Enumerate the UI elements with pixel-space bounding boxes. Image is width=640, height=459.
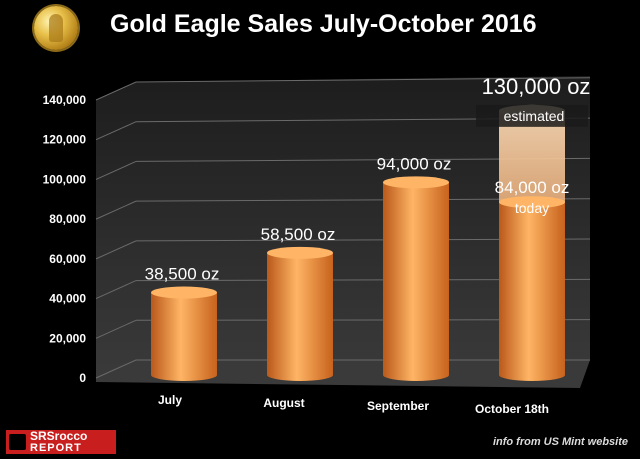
gridline-depth <box>95 359 137 379</box>
bar-top <box>383 176 449 189</box>
logo-line1: SRSrocco <box>30 429 88 443</box>
gridline-depth <box>95 81 137 101</box>
bar <box>383 176 449 381</box>
x-tick-label: October 18th <box>475 402 549 416</box>
gridline-depth <box>95 319 137 339</box>
bar-top <box>267 246 333 259</box>
bar <box>499 196 565 381</box>
gridline-depth <box>95 200 137 220</box>
data-label-today: today <box>515 200 549 216</box>
estimated-value-label: 130,000 oz <box>482 74 591 99</box>
x-tick-label: July <box>158 393 182 407</box>
bar-body <box>267 252 333 381</box>
bar-estimated-body <box>499 110 565 215</box>
data-label: 38,500 oz <box>145 265 220 284</box>
gridline <box>135 77 591 83</box>
bar <box>267 246 333 381</box>
y-tick-label: 40,000 <box>49 292 86 306</box>
y-tick-label: 80,000 <box>49 212 86 226</box>
data-label: 84,000 oz <box>495 178 570 197</box>
srsrocco-report-logo: SRSrocco REPORT <box>6 430 116 454</box>
bar-top <box>499 196 565 209</box>
x-tick-label: August <box>263 396 304 410</box>
x-tick-label: September <box>367 399 429 413</box>
data-label: 94,000 oz <box>377 154 452 173</box>
bar-body <box>383 182 449 381</box>
y-tick-label: 100,000 <box>43 172 87 186</box>
gridline-depth <box>95 240 137 260</box>
chart-title: Gold Eagle Sales July-October 2016 <box>110 10 537 38</box>
coin-figure <box>49 14 63 42</box>
estimated-note-bg <box>476 104 588 127</box>
bar-top <box>151 286 217 299</box>
bar-body <box>499 202 565 381</box>
estimated-note-label: estimated <box>504 108 565 124</box>
data-labels: 38,500 oz 58,500 oz 94,000 oz 84,000 oz toda… <box>145 74 591 284</box>
floor <box>96 360 590 388</box>
y-tick-label: 0 <box>79 371 86 385</box>
back-wall <box>96 76 590 378</box>
gridline-depth <box>95 280 137 300</box>
y-tick-label: 60,000 <box>49 252 86 266</box>
gridline-depth <box>95 160 137 180</box>
y-tick-label: 120,000 <box>43 133 87 147</box>
bar-body <box>151 292 217 381</box>
data-label: 58,500 oz <box>261 225 336 244</box>
source-note: info from US Mint website <box>492 436 628 448</box>
gridline-depth <box>95 121 137 141</box>
x-axis-tick-labels: July August September October 18th <box>158 393 549 416</box>
gold-eagle-coin-icon <box>34 6 78 50</box>
bar <box>151 286 217 381</box>
logo-badge-icon <box>9 434 26 450</box>
y-axis-tick-labels: 0 20,000 40,000 60,000 80,000 100,000 120,000 1… <box>43 93 87 385</box>
y-tick-label: 140,000 <box>43 93 87 107</box>
plot-background <box>96 76 590 388</box>
y-tick-label: 20,000 <box>49 331 86 345</box>
logo-line2: REPORT <box>30 442 82 454</box>
